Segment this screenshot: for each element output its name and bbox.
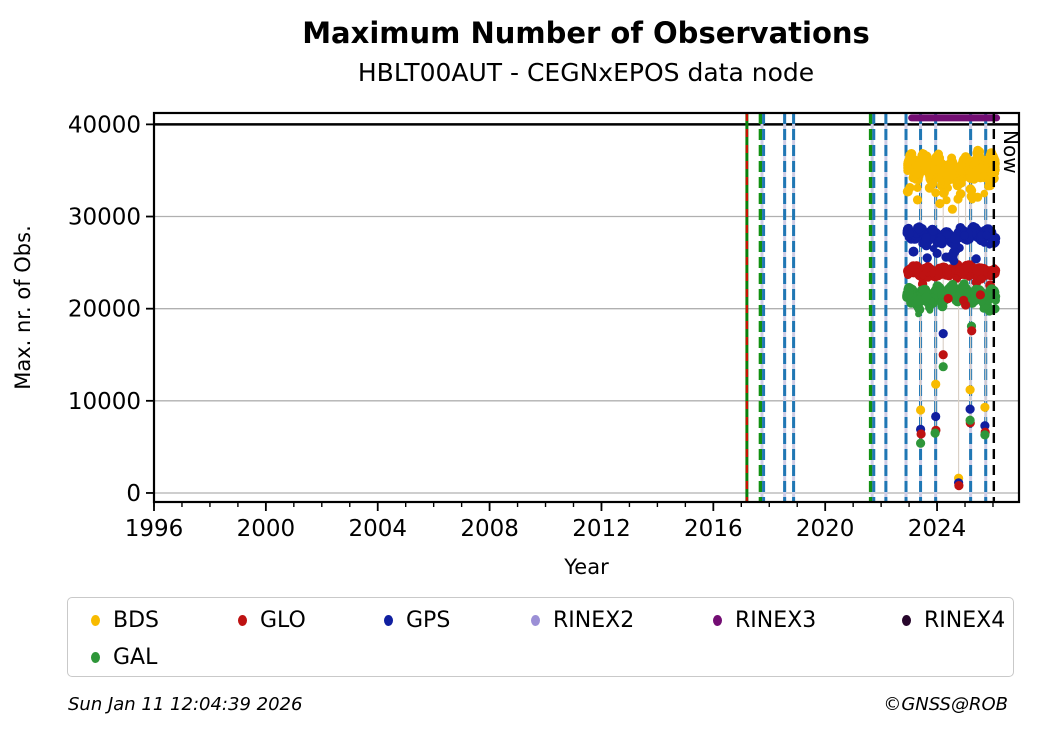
copyright: ©GNSS@ROB: [883, 694, 1008, 715]
legend-marker-icon: [91, 614, 100, 626]
x-axis: 1996 2000 2004 2008 2012 2016 2020 2024 Year: [125, 502, 994, 579]
legend-item-rinex4: RINEX4: [902, 607, 1005, 633]
y-axis: 0 10000 20000 30000 40000 Max. nr. of Obs.: [11, 112, 154, 507]
legend: BDS GLO GPS RINEX2 RINEX3 RINEX4 GAL: [67, 597, 1014, 677]
legend-marker-icon: [902, 614, 911, 626]
series-bds: [902, 145, 1000, 205]
chart-title: Maximum Number of Observations: [302, 16, 870, 50]
x-tick-label: 2024: [908, 516, 967, 542]
x-tick-label: 2020: [796, 516, 855, 542]
series-gal: [902, 279, 1001, 318]
x-tick-label: 2012: [572, 516, 631, 542]
series-glo: [903, 260, 1001, 291]
y-tick-label: 30000: [68, 205, 141, 231]
x-axis-title: Year: [563, 555, 609, 579]
legend-marker-icon: [531, 614, 540, 626]
legend-label: RINEX2: [553, 607, 635, 633]
legend-marker-icon: [713, 614, 722, 626]
y-tick-label: 10000: [68, 389, 141, 415]
outlier-points: [912, 192, 990, 491]
x-tick-label: 2004: [348, 516, 407, 542]
timestamp: Sun Jan 11 12:04:39 2026: [68, 694, 303, 715]
legend-item-rinex3: RINEX3: [713, 607, 816, 633]
x-tick-label: 2016: [684, 516, 743, 542]
legend-item-gps: GPS: [384, 607, 450, 633]
legend-marker-icon: [238, 614, 247, 626]
legend-marker-icon: [91, 651, 100, 663]
plot-frame: [152, 111, 1021, 504]
legend-marker-icon: [384, 614, 393, 626]
legend-item-gal: GAL: [91, 644, 157, 670]
x-tick-label: 1996: [125, 516, 184, 542]
legend-label: RINEX3: [735, 607, 817, 633]
legend-label: BDS: [113, 607, 159, 633]
gridlines: [154, 215, 1019, 494]
x-tick-label: 2000: [237, 516, 296, 542]
legend-label: GLO: [260, 607, 306, 633]
legend-label: RINEX4: [924, 607, 1006, 633]
chart-subtitle: HBLT00AUT - CEGNxEPOS data node: [357, 58, 815, 87]
legend-label: GAL: [113, 644, 158, 670]
legend-item-bds: BDS: [91, 607, 159, 633]
y-axis-title: Max. nr. of Obs.: [11, 225, 35, 390]
legend-item-glo: GLO: [238, 607, 306, 633]
legend-label: GPS: [406, 607, 451, 633]
series-gps: [902, 222, 1001, 263]
y-tick-label: 20000: [68, 297, 141, 323]
y-tick-label: 0: [126, 481, 141, 507]
legend-item-rinex2: RINEX2: [531, 607, 634, 633]
x-tick-label: 2008: [460, 516, 519, 542]
y-tick-label: 40000: [68, 112, 141, 138]
